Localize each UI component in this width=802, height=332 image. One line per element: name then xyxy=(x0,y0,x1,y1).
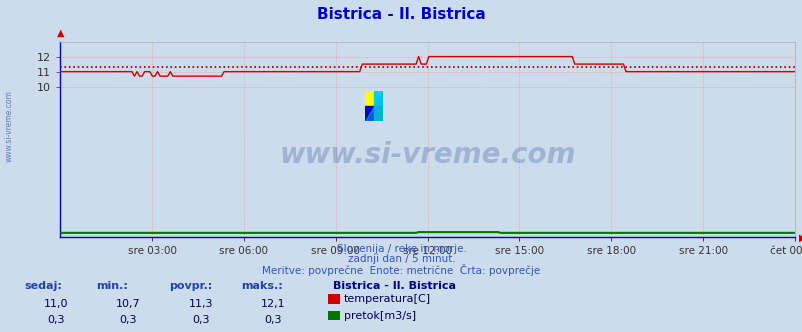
Text: Bistrica - Il. Bistrica: Bistrica - Il. Bistrica xyxy=(317,7,485,22)
Text: temperatura[C]: temperatura[C] xyxy=(343,294,430,304)
Text: www.si-vreme.com: www.si-vreme.com xyxy=(5,90,14,162)
Bar xyxy=(365,91,374,106)
Text: 0,3: 0,3 xyxy=(264,315,282,325)
Text: Slovenija / reke in morje.: Slovenija / reke in morje. xyxy=(336,244,466,254)
Text: ▶: ▶ xyxy=(798,232,802,242)
Text: min.:: min.: xyxy=(96,281,128,290)
Text: 11,0: 11,0 xyxy=(44,299,68,309)
Polygon shape xyxy=(365,91,383,121)
Text: povpr.:: povpr.: xyxy=(168,281,212,290)
Bar xyxy=(374,91,383,106)
Text: sedaj:: sedaj: xyxy=(24,281,62,290)
Text: ▲: ▲ xyxy=(56,28,64,38)
Bar xyxy=(365,106,374,121)
Text: 0,3: 0,3 xyxy=(119,315,137,325)
Text: zadnji dan / 5 minut.: zadnji dan / 5 minut. xyxy=(347,254,455,264)
Text: Meritve: povprečne  Enote: metrične  Črta: povprečje: Meritve: povprečne Enote: metrične Črta:… xyxy=(262,264,540,276)
Text: Bistrica - Il. Bistrica: Bistrica - Il. Bistrica xyxy=(333,281,456,290)
Bar xyxy=(374,106,383,121)
Text: 10,7: 10,7 xyxy=(116,299,140,309)
Text: maks.:: maks.: xyxy=(241,281,282,290)
Text: pretok[m3/s]: pretok[m3/s] xyxy=(343,311,415,321)
Text: www.si-vreme.com: www.si-vreme.com xyxy=(279,141,575,169)
Text: 0,3: 0,3 xyxy=(47,315,65,325)
Text: 12,1: 12,1 xyxy=(261,299,285,309)
Text: 11,3: 11,3 xyxy=(188,299,213,309)
Text: 0,3: 0,3 xyxy=(192,315,209,325)
